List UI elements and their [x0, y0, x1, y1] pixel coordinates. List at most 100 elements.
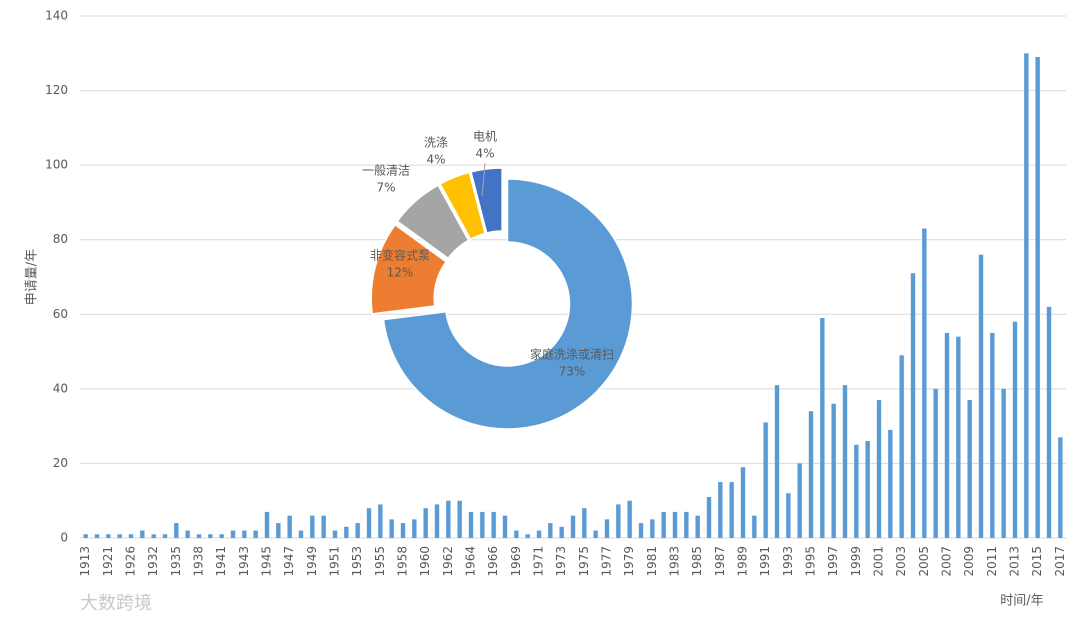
x-tick-label: 1926 [124, 546, 138, 577]
bar [582, 508, 587, 538]
watermark: 大数跨境 [80, 593, 152, 614]
donut-slice [396, 184, 470, 260]
x-tick-label: 2007 [940, 546, 954, 577]
bar [321, 515, 326, 538]
bar [831, 403, 836, 538]
bar [1001, 388, 1006, 538]
bar [196, 534, 202, 538]
bar [1024, 53, 1029, 539]
bar [412, 519, 417, 538]
slice-value-label: 4% [426, 153, 445, 167]
bar [1046, 306, 1052, 538]
bar [718, 482, 723, 538]
bar [967, 400, 972, 538]
bar [548, 523, 553, 538]
bar [185, 530, 190, 538]
y-tick-label: 80 [53, 232, 68, 246]
bar [990, 332, 995, 538]
x-tick-label: 1979 [622, 546, 636, 577]
y-tick-label: 60 [53, 307, 68, 321]
bar [400, 523, 406, 538]
bar [94, 534, 100, 538]
slice-label: 洗涤 [424, 136, 448, 150]
x-tick-label: 1921 [101, 546, 115, 577]
bar [740, 467, 746, 538]
x-tick-label: 1995 [804, 546, 818, 577]
bar [491, 511, 496, 538]
bar [208, 534, 213, 538]
bar [446, 500, 451, 538]
bar [570, 515, 576, 538]
bar [151, 534, 156, 538]
bar [117, 534, 122, 538]
bar [672, 511, 678, 538]
bar [106, 534, 111, 538]
bar [910, 273, 916, 538]
x-tick-label: 1991 [758, 546, 772, 577]
x-tick-label: 1977 [600, 546, 614, 577]
bar [468, 511, 474, 538]
bar [729, 482, 734, 538]
bar [434, 504, 440, 538]
y-tick-label: 100 [45, 158, 68, 172]
bar [763, 422, 768, 538]
donut-slice [439, 171, 486, 241]
bar [933, 388, 938, 538]
bar [706, 496, 712, 538]
x-tick-label: 2011 [985, 546, 999, 577]
x-tick-label: 1975 [577, 546, 591, 577]
leader-line [481, 162, 486, 197]
bar [287, 515, 292, 538]
x-tick-label: 1983 [668, 546, 682, 577]
x-tick-label: 1949 [305, 546, 319, 577]
bar [684, 511, 689, 538]
bar [604, 519, 610, 538]
bar [922, 228, 927, 538]
bar [525, 534, 530, 538]
bar [956, 336, 961, 538]
bar [389, 519, 394, 538]
bar [638, 523, 644, 538]
slice-label: 非变容式泵 [370, 248, 430, 263]
x-tick-label: 1987 [713, 546, 727, 577]
bar [276, 523, 281, 538]
x-tick-label: 1999 [849, 546, 863, 577]
bar [162, 534, 168, 538]
donut-slice [382, 178, 634, 430]
x-tick-label: 2001 [872, 546, 886, 577]
bar [536, 530, 542, 538]
bar [842, 385, 848, 538]
slice-value-label: 73% [559, 365, 586, 379]
slice-value-label: 12% [387, 266, 414, 280]
bar [332, 530, 338, 538]
bar [695, 515, 700, 538]
x-tick-label: 1964 [464, 546, 478, 577]
x-tick-label: 2017 [1053, 546, 1067, 577]
bar [355, 523, 360, 538]
bar [865, 441, 870, 538]
bar [502, 515, 508, 538]
bar [264, 511, 270, 538]
x-tick-label: 1953 [350, 546, 364, 577]
x-tick-label: 2003 [894, 546, 908, 577]
bar [774, 385, 780, 538]
slice-value-label: 4% [475, 147, 494, 161]
bar [820, 318, 825, 538]
bar [808, 411, 814, 538]
slice-label: 家庭洗涤或清扫 [530, 347, 614, 362]
bar [752, 515, 757, 538]
x-tick-label: 1951 [328, 546, 342, 577]
donut-slice [370, 223, 448, 315]
x-tick-label: 2009 [962, 546, 976, 577]
bar [786, 493, 791, 538]
bar [230, 530, 236, 538]
bar [140, 530, 145, 538]
x-tick-label: 1945 [260, 546, 274, 577]
bar [944, 332, 950, 538]
x-axis-title: 时间/年 [1000, 594, 1043, 609]
bar [661, 511, 666, 538]
x-tick-label: 1960 [418, 546, 432, 577]
bar [593, 530, 598, 538]
